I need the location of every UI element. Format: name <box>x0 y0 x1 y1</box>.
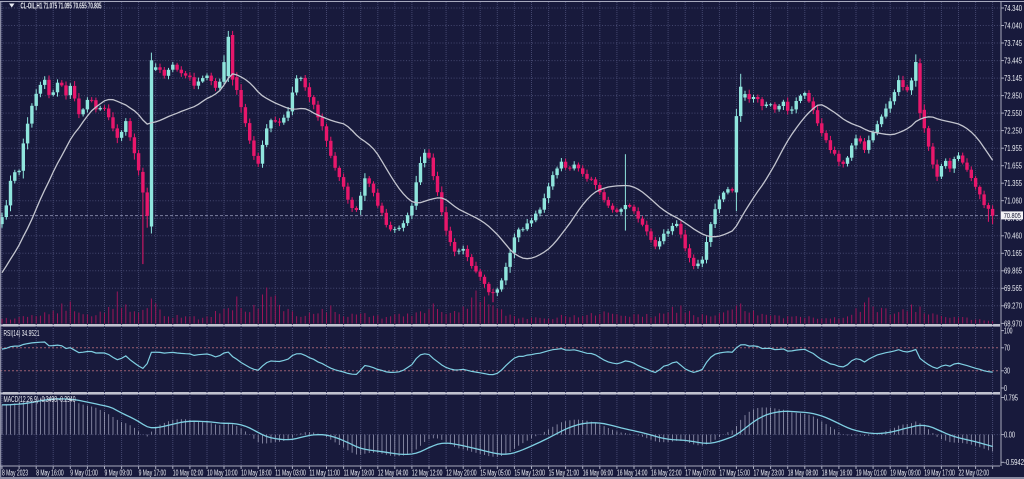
svg-text:16 May 06:00: 16 May 06:00 <box>583 469 614 478</box>
svg-text:8 May 16:00: 8 May 16:00 <box>36 469 64 478</box>
svg-text:18 May 16:00: 18 May 16:00 <box>822 469 853 478</box>
svg-text:9 May 01:00: 9 May 01:00 <box>70 469 98 478</box>
svg-text:74.040: 74.040 <box>1004 21 1022 30</box>
svg-text:100: 100 <box>1004 327 1013 336</box>
svg-text:MACD(12,26,9) -0.3498 -0.2940: MACD(12,26,9) -0.3498 -0.2940 <box>4 395 76 404</box>
svg-text:11 May 03:00: 11 May 03:00 <box>275 469 306 478</box>
svg-text:15 May 21:00: 15 May 21:00 <box>549 469 580 478</box>
svg-text:10 May 02:00: 10 May 02:00 <box>173 469 204 478</box>
svg-text:19 May 09:00: 19 May 09:00 <box>890 469 921 478</box>
svg-text:19 May 17:00: 19 May 17:00 <box>924 469 955 478</box>
svg-text:72.850: 72.850 <box>1004 92 1022 101</box>
svg-text:17 May 07:00: 17 May 07:00 <box>685 469 716 478</box>
svg-text:71.355: 71.355 <box>1004 179 1022 188</box>
svg-text:17 May 15:00: 17 May 15:00 <box>719 469 750 478</box>
svg-text:73.445: 73.445 <box>1004 57 1022 66</box>
svg-text:19 May 01:00: 19 May 01:00 <box>856 469 887 478</box>
svg-text:69.565: 69.565 <box>1004 284 1022 293</box>
svg-text:CL-OIL,H1 71.075 71.095 70.65: CL-OIL,H1 71.075 71.095 70.655 70.805 <box>21 2 102 11</box>
svg-text:69.865: 69.865 <box>1004 267 1022 276</box>
svg-text:RSI(14) 34.9521: RSI(14) 34.9521 <box>4 329 40 338</box>
svg-text:8 May 2023: 8 May 2023 <box>2 469 28 478</box>
svg-text:9 May 09:00: 9 May 09:00 <box>105 469 133 478</box>
svg-text:0.795: 0.795 <box>1004 393 1018 402</box>
svg-text:73.745: 73.745 <box>1004 39 1022 48</box>
svg-text:71.955: 71.955 <box>1004 144 1022 153</box>
svg-text:70.805: 70.805 <box>1004 211 1021 220</box>
svg-text:11 May 11:00: 11 May 11:00 <box>309 469 340 478</box>
svg-text:69.270: 69.270 <box>1004 302 1022 311</box>
svg-text:18 May 08:00: 18 May 08:00 <box>788 469 819 478</box>
svg-text:17 May 23:00: 17 May 23:00 <box>754 469 785 478</box>
svg-text:22 May 02:00: 22 May 02:00 <box>959 469 990 478</box>
svg-text:73.145: 73.145 <box>1004 74 1022 83</box>
svg-text:11 May 19:00: 11 May 19:00 <box>344 469 375 478</box>
svg-text:30: 30 <box>1004 367 1010 376</box>
svg-text:9 May 17:00: 9 May 17:00 <box>139 469 167 478</box>
svg-text:10 May 18:00: 10 May 18:00 <box>241 469 272 478</box>
svg-text:12 May 20:00: 12 May 20:00 <box>446 469 477 478</box>
svg-text:0: 0 <box>1004 384 1007 393</box>
svg-text:15 May 05:00: 15 May 05:00 <box>480 469 511 478</box>
svg-text:70.165: 70.165 <box>1004 249 1022 258</box>
svg-text:74.340: 74.340 <box>1004 4 1022 13</box>
svg-text:71.060: 71.060 <box>1004 197 1022 206</box>
svg-text:16 May 14:00: 16 May 14:00 <box>617 469 648 478</box>
svg-text:10 May 10:00: 10 May 10:00 <box>207 469 238 478</box>
svg-text:72.250: 72.250 <box>1004 127 1022 136</box>
svg-text:68.970: 68.970 <box>1004 319 1022 328</box>
svg-text:12 May 04:00: 12 May 04:00 <box>378 469 409 478</box>
svg-text:12 May 12:00: 12 May 12:00 <box>412 469 443 478</box>
svg-text:71.655: 71.655 <box>1004 162 1022 171</box>
svg-text:0.00: 0.00 <box>1004 431 1015 440</box>
svg-text:15 May 13:00: 15 May 13:00 <box>514 469 545 478</box>
svg-text:-0.5942: -0.5942 <box>1004 458 1024 467</box>
svg-text:70: 70 <box>1004 344 1010 353</box>
svg-text:16 May 22:00: 16 May 22:00 <box>651 469 682 478</box>
svg-text:72.550: 72.550 <box>1004 109 1022 118</box>
svg-text:70.460: 70.460 <box>1004 232 1022 241</box>
